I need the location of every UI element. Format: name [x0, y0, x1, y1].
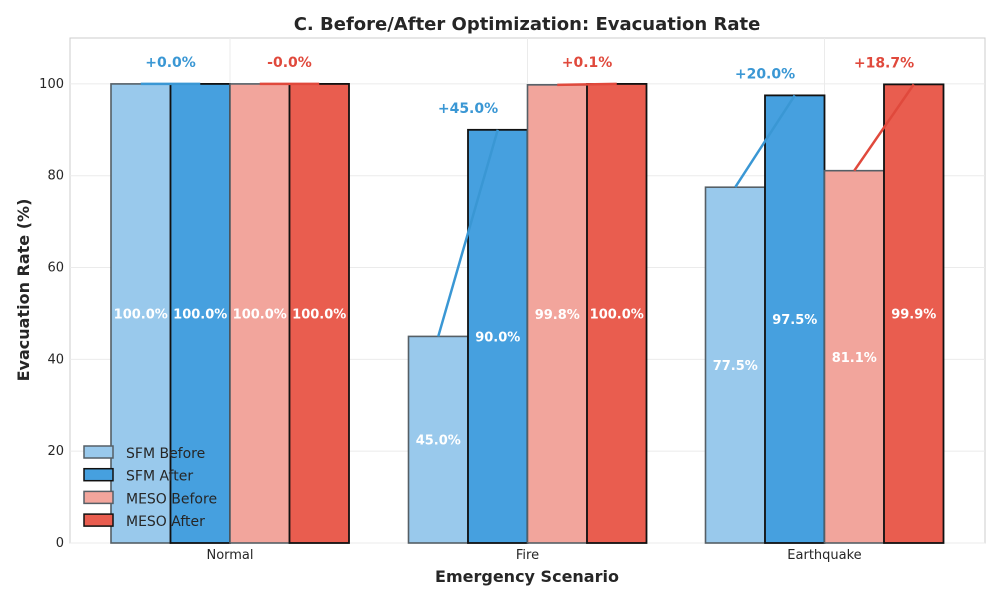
y-tick-label: 0 — [56, 536, 64, 551]
x-axis-label: Emergency Scenario — [435, 567, 619, 586]
data-label: 100.0% — [173, 307, 227, 322]
bar — [526, 84, 588, 544]
data-label: 100.0% — [233, 307, 287, 322]
data-label: 99.8% — [535, 308, 580, 323]
improvement-label: +20.0% — [735, 66, 795, 82]
improvement-line — [557, 82, 617, 87]
legend-swatch — [83, 445, 114, 459]
bar — [704, 186, 766, 544]
data-label: 97.5% — [772, 313, 817, 328]
data-label: 77.5% — [713, 359, 758, 374]
y-tick-label: 60 — [47, 261, 64, 276]
y-tick-label: 40 — [47, 352, 64, 367]
improvement-line — [734, 94, 796, 188]
y-tick-label: 100 — [39, 77, 64, 92]
data-label: 100.0% — [590, 307, 644, 322]
bar — [169, 83, 231, 544]
bar — [823, 169, 885, 544]
x-tick-label: Fire — [516, 548, 539, 563]
data-label: 81.1% — [832, 351, 877, 366]
y-tick-label: 20 — [47, 444, 64, 459]
improvement-label: +45.0% — [438, 101, 498, 117]
y-axis-label: Evacuation Rate (%) — [14, 199, 33, 382]
bar — [229, 83, 291, 544]
improvement-label: +18.7% — [854, 55, 914, 71]
data-label: 99.9% — [891, 308, 936, 323]
legend-swatch — [83, 513, 114, 527]
chart-title: C. Before/After Optimization: Evacuation… — [294, 14, 761, 35]
data-label: 100.0% — [292, 307, 346, 322]
legend-label: MESO Before — [126, 491, 217, 507]
bar — [110, 83, 172, 544]
legend-swatch — [83, 467, 114, 482]
x-tick-label: Normal — [206, 548, 253, 563]
data-label: 100.0% — [114, 307, 168, 322]
bar — [586, 83, 648, 544]
improvement-label: +0.1% — [562, 55, 613, 71]
legend-label: MESO After — [126, 514, 205, 530]
legend-label: SFM After — [126, 469, 193, 485]
legend-swatch — [83, 490, 114, 505]
x-tick-label: Earthquake — [787, 548, 861, 563]
improvement-label: -0.0% — [267, 55, 312, 71]
improvement-line — [853, 83, 915, 172]
data-label: 90.0% — [475, 330, 520, 345]
data-label: 45.0% — [416, 434, 461, 449]
improvement-line — [437, 129, 499, 337]
legend-label: SFM Before — [126, 446, 205, 462]
y-tick-label: 80 — [47, 169, 64, 184]
improvement-label: +0.0% — [145, 55, 196, 71]
